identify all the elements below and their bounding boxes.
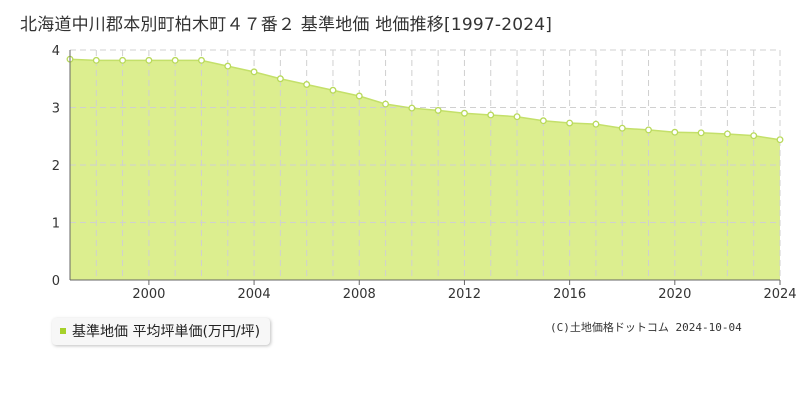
data-point — [697, 129, 705, 137]
data-point — [750, 132, 758, 140]
data-point — [145, 56, 153, 64]
data-point — [592, 120, 600, 128]
y-tick-label: 3 — [52, 102, 60, 117]
data-point — [460, 109, 468, 117]
data-point — [487, 111, 495, 119]
data-point — [645, 126, 652, 134]
data-point — [92, 56, 100, 64]
chart-title: 北海道中川郡本別町柏木町４７番２ 基準地価 地価推移[1997-2024] — [20, 15, 553, 35]
data-point — [513, 113, 521, 121]
x-tick-label: 2004 — [238, 287, 271, 302]
y-tick-label: 0 — [52, 274, 60, 289]
credit-text: (C)土地価格ドットコム 2024-10-04 — [550, 321, 742, 334]
data-point — [539, 117, 547, 125]
data-point — [119, 56, 127, 64]
data-point — [329, 86, 337, 94]
data-point — [618, 124, 626, 132]
data-point — [723, 130, 731, 138]
data-point — [224, 62, 232, 70]
data-point — [303, 81, 311, 88]
data-point — [355, 92, 363, 100]
x-tick-label: 2012 — [448, 287, 481, 302]
series-area — [70, 59, 780, 281]
x-tick-label: 2008 — [343, 287, 376, 302]
data-point — [408, 104, 416, 112]
legend[interactable]: 基準地価 平均坪単価(万円/坪) — [52, 318, 271, 345]
x-tick-label: 2020 — [658, 287, 691, 302]
data-point — [276, 75, 284, 83]
data-point — [382, 100, 390, 108]
data-point — [198, 56, 205, 64]
x-tick-label: 2024 — [763, 287, 796, 302]
y-tick-label: 2 — [52, 159, 60, 174]
data-point — [171, 56, 179, 64]
data-point — [566, 119, 574, 127]
legend-marker — [60, 328, 66, 334]
y-tick-label: 1 — [52, 217, 60, 232]
data-point — [434, 106, 442, 114]
x-tick-label: 2000 — [132, 287, 165, 302]
data-point — [250, 68, 258, 76]
x-tick-label: 2016 — [553, 287, 586, 302]
data-point — [776, 136, 784, 144]
y-tick-label: 4 — [52, 44, 60, 59]
series-line — [69, 58, 781, 141]
data-point — [671, 128, 679, 136]
legend-label: 基準地価 平均坪単価(万円/坪) — [72, 324, 261, 340]
